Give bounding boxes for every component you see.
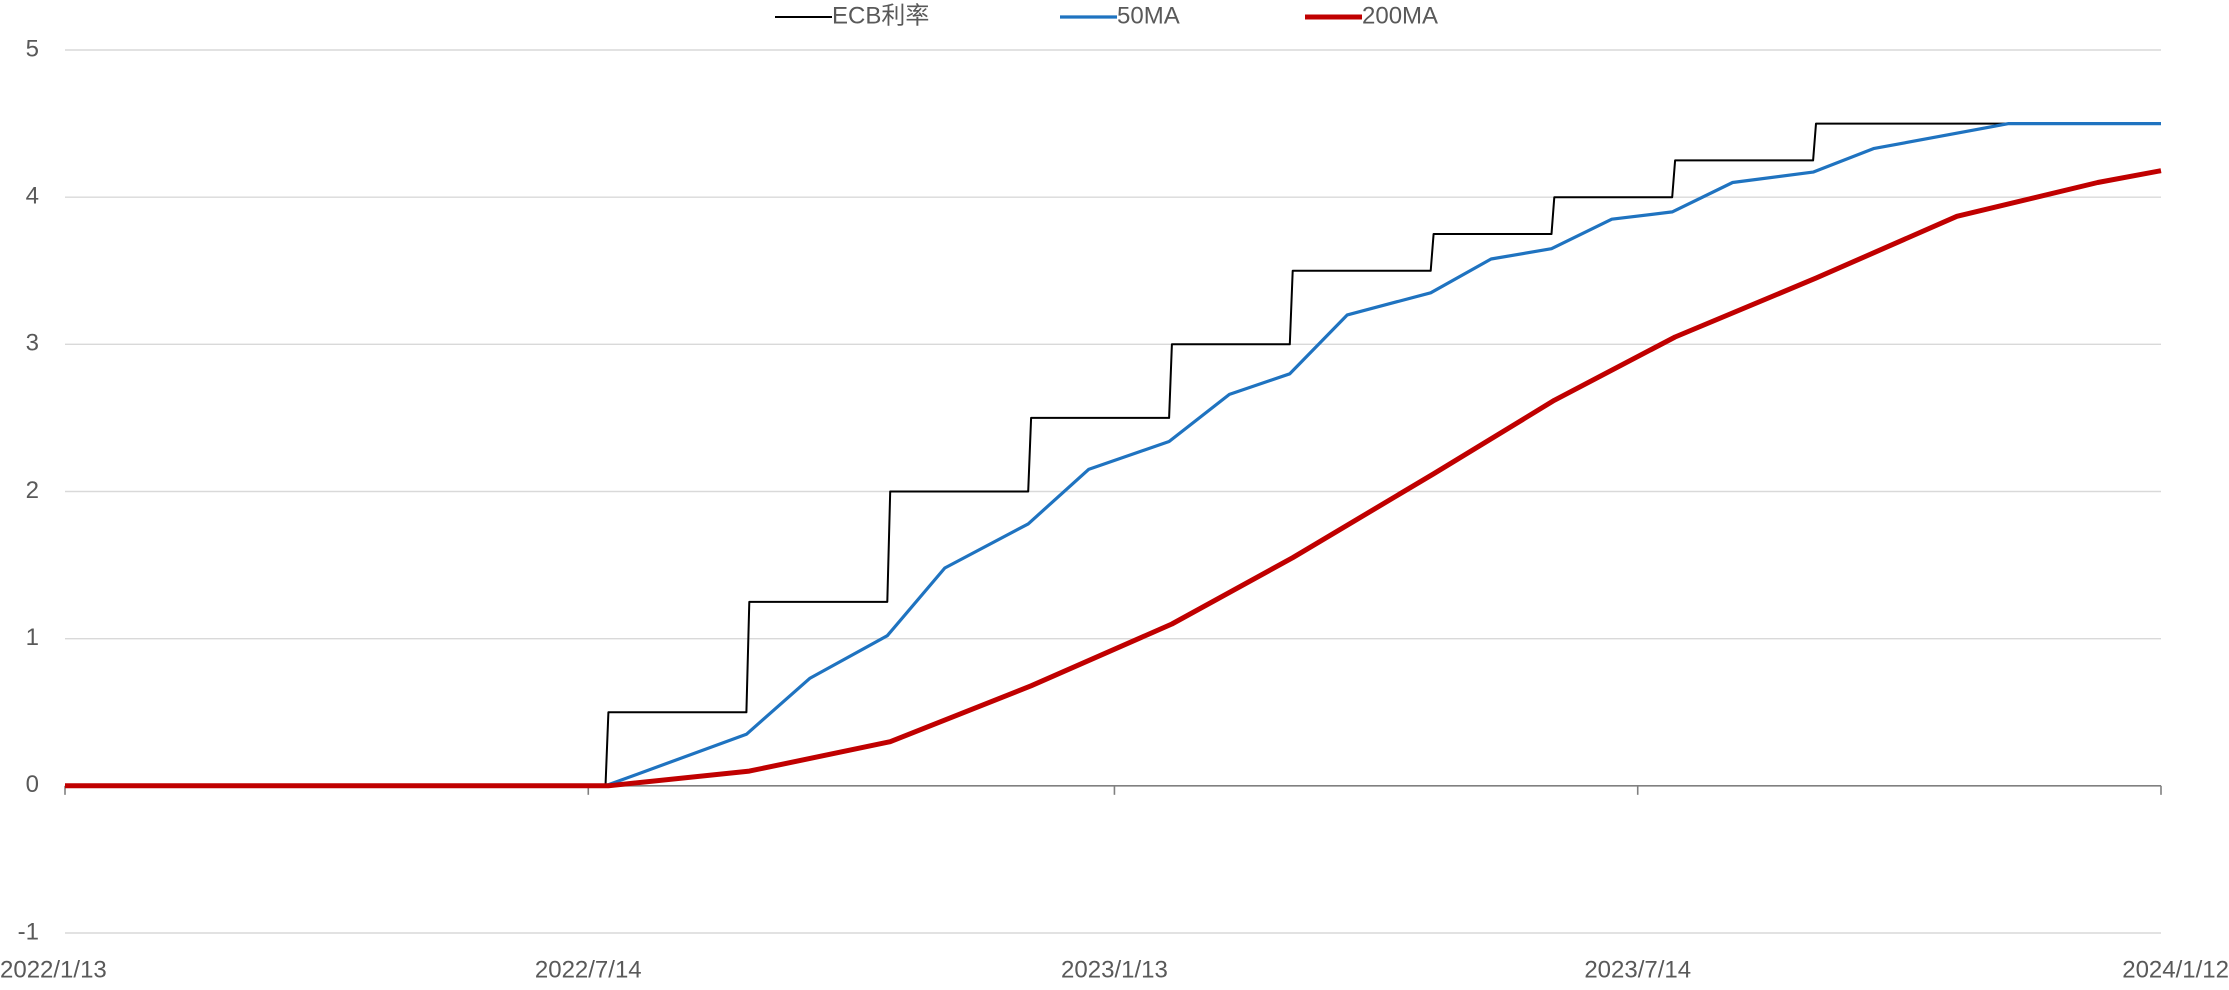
line-series [65, 122, 2161, 788]
y-tick-label: 1 [26, 624, 39, 651]
y-tick-label: 5 [26, 35, 39, 62]
legend-label: 50MA [1117, 2, 1180, 29]
x-tick-label: 2022/7/14 [535, 956, 642, 983]
line-series [65, 168, 2162, 789]
y-tick-label: 3 [26, 330, 39, 357]
line-series [65, 122, 2161, 787]
y-tick-label: 2 [26, 477, 39, 504]
legend-label: 200MA [1362, 2, 1438, 29]
y-tick-label: 0 [26, 771, 39, 798]
x-tick-label: 2024/1/12 [2122, 956, 2229, 983]
y-tick-label: -1 [18, 918, 39, 945]
y-tick-label: 4 [26, 183, 39, 210]
legend-label: ECB利率 [832, 2, 929, 29]
x-tick-label: 2022/1/13 [0, 956, 107, 983]
x-tick-label: 2023/7/14 [1584, 956, 1691, 983]
x-tick-label: 2023/1/13 [1061, 956, 1168, 983]
